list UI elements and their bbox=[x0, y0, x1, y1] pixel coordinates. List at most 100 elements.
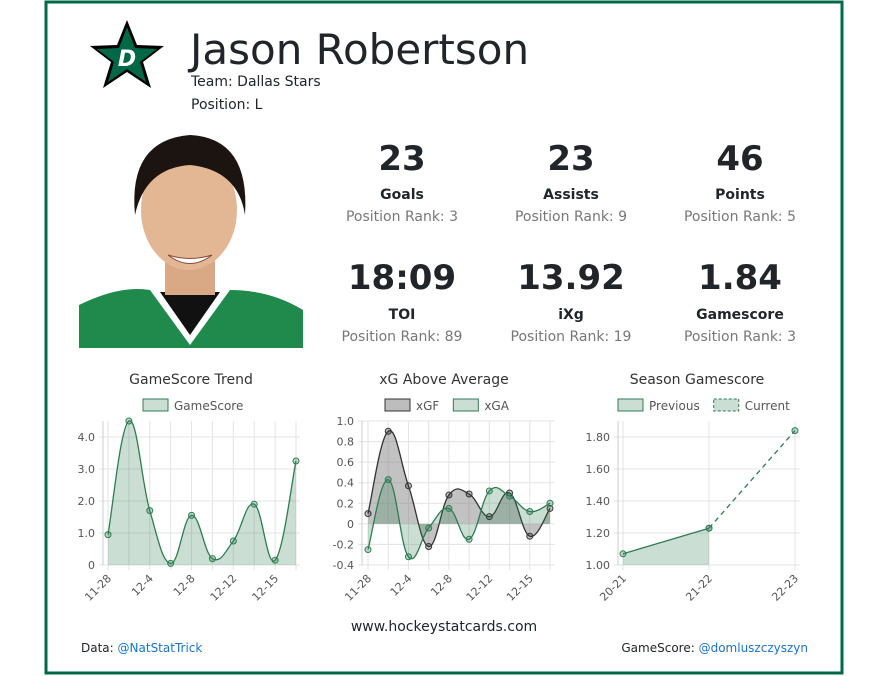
stat-value: 18:09 bbox=[348, 258, 456, 298]
team-logo: D bbox=[90, 20, 164, 88]
area bbox=[623, 528, 709, 565]
stat-value: 23 bbox=[378, 139, 425, 179]
svg-text:D: D bbox=[118, 47, 136, 72]
y-tick-label: -0.4 bbox=[333, 559, 354, 572]
y-tick-label: 2.0 bbox=[78, 495, 96, 508]
y-tick-label: 1.0 bbox=[337, 415, 355, 428]
legend-swatch bbox=[452, 398, 479, 412]
stat-label: TOI bbox=[389, 307, 416, 323]
site-url: www.hockeystatcards.com bbox=[351, 619, 537, 635]
stat-value: 1.84 bbox=[698, 258, 782, 298]
point bbox=[445, 504, 453, 512]
gamescore-label: GameScore: bbox=[621, 641, 694, 655]
point bbox=[506, 492, 514, 500]
area bbox=[368, 430, 550, 547]
stat-rank: Position Rank: 3 bbox=[684, 329, 796, 345]
y-tick-label: 0.8 bbox=[337, 436, 355, 449]
stat-label: Points bbox=[715, 187, 765, 203]
legend-swatch bbox=[384, 398, 411, 412]
line bbox=[367, 478, 551, 560]
y-tick-label: 3.0 bbox=[78, 463, 96, 476]
legend-label: xGA bbox=[484, 399, 509, 413]
y-tick-label: 0 bbox=[88, 559, 95, 572]
player-name: Jason Robertson bbox=[187, 25, 529, 74]
stat-rank: Position Rank: 9 bbox=[515, 209, 627, 225]
point bbox=[465, 535, 473, 543]
legend-label: Previous bbox=[649, 399, 700, 413]
y-tick-label: 1.80 bbox=[586, 431, 611, 444]
point bbox=[705, 524, 713, 532]
stat-label: Gamescore bbox=[696, 307, 784, 323]
point bbox=[384, 427, 392, 435]
line bbox=[367, 430, 551, 548]
point bbox=[188, 511, 196, 519]
position: Position: L bbox=[191, 97, 263, 113]
point bbox=[146, 507, 154, 515]
point bbox=[791, 427, 799, 435]
point bbox=[125, 417, 133, 425]
point bbox=[364, 510, 372, 518]
point bbox=[619, 550, 627, 558]
y-tick-label: 4.0 bbox=[78, 431, 96, 444]
y-tick-label: 1.20 bbox=[586, 527, 611, 540]
stat-label: Assists bbox=[543, 187, 599, 203]
y-tick-label: 0.4 bbox=[337, 477, 355, 490]
point bbox=[485, 487, 493, 495]
point bbox=[546, 504, 554, 512]
chart-title: GameScore Trend bbox=[129, 372, 253, 388]
stat-value: 23 bbox=[547, 139, 594, 179]
point bbox=[384, 476, 392, 484]
point bbox=[546, 499, 554, 507]
point bbox=[425, 542, 433, 550]
point bbox=[250, 500, 258, 508]
stat-value: 46 bbox=[716, 139, 763, 179]
stat-label: iXg bbox=[558, 307, 584, 323]
stat-rank: Position Rank: 19 bbox=[511, 329, 632, 345]
legend-label: xGF bbox=[416, 399, 439, 413]
legend-label: Current bbox=[745, 399, 790, 413]
y-tick-label: -0.2 bbox=[333, 538, 354, 551]
line bbox=[107, 420, 297, 565]
gamescore-handle[interactable]: @domluszczyszyn bbox=[699, 641, 808, 655]
legend-swatch bbox=[142, 398, 169, 412]
player-photo bbox=[79, 133, 303, 348]
y-tick-label: 1.00 bbox=[586, 559, 611, 572]
y-tick-label: 1.60 bbox=[586, 463, 611, 476]
point bbox=[208, 555, 216, 563]
y-tick-label: 0.6 bbox=[337, 456, 355, 469]
line bbox=[708, 430, 796, 529]
line bbox=[622, 527, 710, 555]
stat-rank: Position Rank: 89 bbox=[342, 329, 463, 345]
point bbox=[465, 490, 473, 498]
point bbox=[104, 531, 112, 539]
point bbox=[404, 482, 412, 490]
point bbox=[167, 559, 175, 567]
point bbox=[292, 457, 300, 465]
point bbox=[271, 556, 279, 564]
team: Team: Dallas Stars bbox=[190, 74, 321, 90]
y-tick-label: 1.0 bbox=[78, 527, 96, 540]
point bbox=[526, 532, 534, 540]
point bbox=[485, 513, 493, 521]
area bbox=[108, 420, 296, 565]
stat-rank: Position Rank: 3 bbox=[346, 209, 458, 225]
data-handle[interactable]: @NatStatTrick bbox=[118, 641, 203, 655]
y-tick-label: 0 bbox=[347, 518, 354, 531]
gamescore-credit: GameScore: @domluszczyszyn bbox=[621, 641, 808, 655]
stat-value: 13.92 bbox=[517, 258, 625, 298]
chart-title: Season Gamescore bbox=[630, 372, 765, 388]
data-credit: Data: @NatStatTrick bbox=[81, 641, 202, 655]
point bbox=[425, 524, 433, 532]
chart-title: xG Above Average bbox=[379, 372, 508, 388]
legend-label: GameScore bbox=[174, 399, 243, 413]
legend-swatch bbox=[617, 398, 644, 412]
area bbox=[368, 479, 550, 559]
legend-swatch bbox=[713, 398, 740, 412]
point bbox=[445, 491, 453, 499]
point bbox=[404, 553, 412, 561]
stats: 23 Goals Position Rank: 3 23 Assists Position… bbox=[342, 139, 796, 345]
data-label: Data: bbox=[81, 641, 114, 655]
y-tick-label: 1.40 bbox=[586, 495, 611, 508]
stat-rank: Position Rank: 5 bbox=[684, 209, 796, 225]
